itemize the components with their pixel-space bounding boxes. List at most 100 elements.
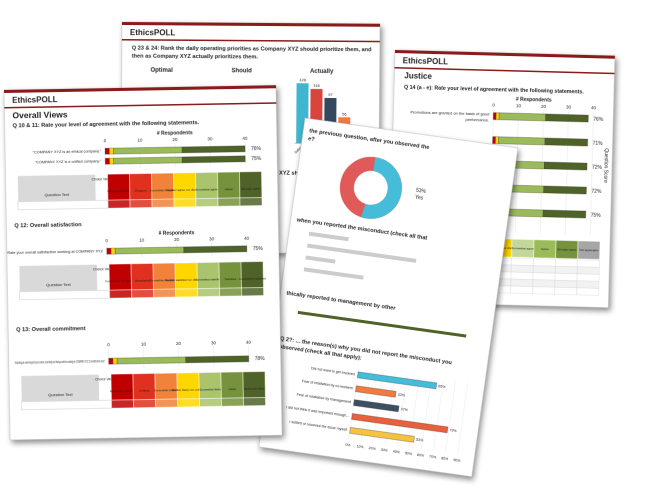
tick-label: 50%: [405, 451, 413, 456]
header-band: [121, 22, 380, 27]
tick-label: 30: [566, 105, 572, 110]
table-header: Completely dissatisfied: [105, 279, 136, 284]
side-label: Question Score: [602, 148, 609, 183]
table-header-cell: [151, 172, 175, 200]
score: 72%: [592, 165, 603, 171]
table-cell: [510, 285, 534, 294]
table-header-cell: [196, 262, 220, 289]
row-label: Excluding an event beyond your control, …: [15, 359, 105, 365]
question-title: e?: [308, 136, 316, 143]
tick-label: 0%: [345, 443, 351, 448]
axis-title: # Respondents: [159, 230, 195, 237]
table-header: Question Text: [48, 392, 73, 397]
bar-label: 56: [342, 111, 347, 116]
table-cell: [219, 287, 242, 297]
likert-segment: [110, 247, 116, 255]
likert-segment: [183, 245, 248, 254]
bar-label: 53%: [416, 438, 424, 443]
section-heading: Justice: [404, 71, 432, 81]
axis-title: # Respondents: [157, 130, 193, 137]
table-header: Somewhat unlikely: [154, 388, 180, 392]
tick-label: 30: [207, 137, 213, 142]
logo: EthicsPOLL: [130, 28, 176, 37]
question-title: Q 14 (a - e): Rate your level of agreeme…: [404, 85, 584, 96]
category-label: Fear of retaliation by management: [296, 393, 351, 405]
likert-segment: [495, 136, 499, 144]
table-header-cell: [239, 171, 263, 199]
table-cell: [241, 287, 264, 297]
statement: Promotions are granted on the basis of g…: [410, 109, 489, 116]
table-cell: [576, 280, 600, 289]
statement: performance.: [466, 117, 490, 123]
score: 75%: [253, 246, 264, 252]
table-cell: [576, 273, 600, 282]
likert-segment: [544, 161, 588, 171]
decor-bar: [303, 267, 364, 280]
axis-title: # Respondents: [516, 97, 552, 104]
grid-line: [421, 378, 432, 450]
table-header: Neither likely nor unlikely: [172, 387, 206, 392]
likert-segment: [542, 209, 587, 219]
donut-slice: [360, 157, 402, 219]
bar-label: 33%: [397, 393, 405, 398]
table-header-cell: [240, 261, 264, 289]
table-header-cell: [174, 262, 198, 290]
table-cell: [129, 199, 153, 209]
column-heading: Optimal: [150, 68, 173, 74]
tick-label: 20: [176, 341, 182, 346]
table-cell: [153, 288, 176, 298]
bar-label: 79%: [449, 428, 457, 433]
table-header-cell: [107, 173, 131, 201]
bar-label: 116: [313, 83, 320, 88]
likert-segment: [495, 112, 500, 120]
table-cell: [173, 198, 197, 208]
tick-label: 10: [139, 238, 145, 243]
table-header-cell: [195, 172, 219, 199]
table-header: Question Text: [46, 282, 71, 287]
likert-segment: [545, 113, 589, 123]
tick-label: 40: [242, 136, 248, 141]
tick-label: 40: [244, 236, 250, 241]
row-label: Rate your overall satisfaction working a…: [7, 249, 103, 255]
tick-label: 40: [591, 105, 597, 110]
tick-label: 40%: [393, 449, 401, 454]
table-header: Not applicable: [579, 248, 598, 253]
table-label-cell: [17, 174, 97, 203]
question-title: Q 13: Overall commitment: [16, 326, 86, 333]
donut-label: Yes: [415, 194, 424, 201]
table-header: Disagree: [135, 188, 147, 192]
score: 75%: [591, 213, 602, 219]
tick-label: 10%: [356, 444, 364, 449]
table-cell: [155, 398, 178, 408]
tick-label: 20%: [368, 446, 376, 451]
table-header-cell: [152, 262, 176, 290]
table-header-cell: [220, 371, 244, 399]
table-cell: [195, 198, 219, 207]
table-header: Strongly agree: [557, 247, 577, 252]
table-cell: [131, 289, 154, 299]
decor-bar: [306, 243, 417, 263]
table-header: Somewhat satisfied: [195, 277, 221, 281]
tick-label: 0: [107, 342, 110, 347]
table-cell: [532, 272, 556, 281]
table-header: Dissatisfied: [135, 278, 151, 282]
table-cell: [17, 199, 109, 210]
table-header: Choice Value: [92, 177, 112, 181]
table-header-cell: [198, 372, 222, 399]
table-header: Strongly disagree: [107, 189, 131, 193]
score: 76%: [251, 146, 262, 152]
table-header: Unlikely: [139, 388, 150, 392]
table-cell: [111, 399, 134, 409]
question-title: then as Company XYZ actually prioritizes…: [132, 54, 259, 61]
tick-label: 90%: [453, 458, 461, 463]
page-sheet: [258, 117, 519, 477]
category-label: Fear of retaliation by co-workers: [302, 379, 354, 390]
grid-line: [445, 381, 456, 453]
likert-segment: [113, 146, 183, 155]
likert-segment: [108, 357, 114, 365]
table-cell: [151, 198, 175, 208]
bar-label: 37%: [400, 407, 408, 412]
score: 78%: [255, 356, 266, 362]
likert-segment: [498, 136, 546, 146]
